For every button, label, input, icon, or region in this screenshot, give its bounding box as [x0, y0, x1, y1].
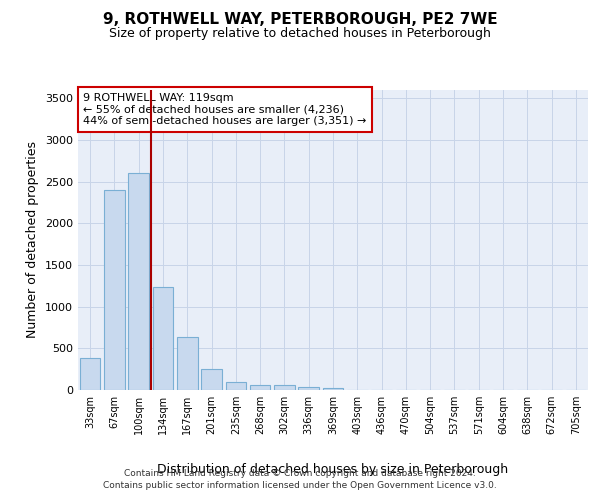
Text: Contains HM Land Registry data © Crown copyright and database right 2024.
Contai: Contains HM Land Registry data © Crown c… — [103, 468, 497, 490]
Bar — [323, 388, 343, 390]
Text: Distribution of detached houses by size in Peterborough: Distribution of detached houses by size … — [157, 462, 509, 475]
Bar — [250, 385, 271, 390]
Bar — [128, 172, 149, 390]
Bar — [226, 382, 246, 390]
Y-axis label: Number of detached properties: Number of detached properties — [26, 142, 40, 338]
Bar — [104, 190, 125, 390]
Text: 9, ROTHWELL WAY, PETERBOROUGH, PE2 7WE: 9, ROTHWELL WAY, PETERBOROUGH, PE2 7WE — [103, 12, 497, 28]
Bar — [274, 386, 295, 390]
Bar — [152, 286, 173, 390]
Bar — [298, 386, 319, 390]
Text: 9 ROTHWELL WAY: 119sqm
← 55% of detached houses are smaller (4,236)
44% of semi-: 9 ROTHWELL WAY: 119sqm ← 55% of detached… — [83, 93, 367, 126]
Bar — [201, 369, 222, 390]
Bar — [177, 336, 197, 390]
Text: Size of property relative to detached houses in Peterborough: Size of property relative to detached ho… — [109, 28, 491, 40]
Bar — [80, 358, 100, 390]
